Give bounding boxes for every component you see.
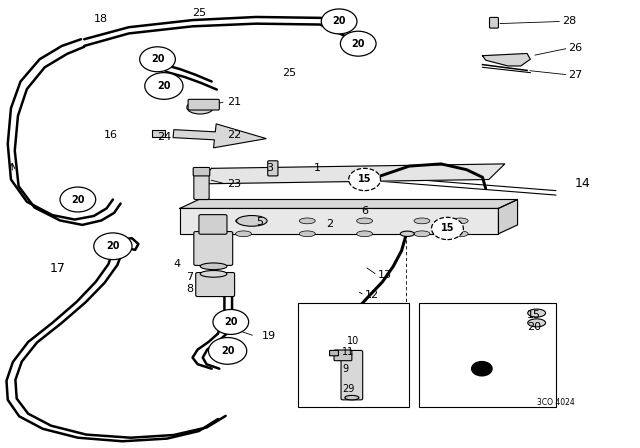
Text: 15: 15 bbox=[358, 174, 371, 185]
Ellipse shape bbox=[345, 396, 359, 400]
FancyBboxPatch shape bbox=[268, 161, 278, 176]
Ellipse shape bbox=[452, 231, 468, 237]
Ellipse shape bbox=[200, 263, 227, 270]
Text: 7: 7 bbox=[186, 272, 193, 282]
Ellipse shape bbox=[400, 231, 414, 237]
Text: 24: 24 bbox=[157, 132, 172, 142]
FancyBboxPatch shape bbox=[152, 129, 164, 137]
FancyBboxPatch shape bbox=[194, 232, 233, 265]
Ellipse shape bbox=[236, 218, 252, 224]
Text: 20: 20 bbox=[221, 346, 234, 356]
Ellipse shape bbox=[452, 218, 468, 224]
Text: 16: 16 bbox=[103, 130, 117, 140]
Ellipse shape bbox=[414, 231, 430, 237]
FancyBboxPatch shape bbox=[490, 17, 499, 28]
Text: 20: 20 bbox=[157, 81, 171, 91]
FancyArrow shape bbox=[173, 124, 266, 148]
Text: 20: 20 bbox=[151, 54, 164, 64]
Circle shape bbox=[472, 362, 492, 376]
Circle shape bbox=[145, 73, 183, 99]
Polygon shape bbox=[180, 208, 499, 234]
Ellipse shape bbox=[187, 101, 214, 114]
Text: 17: 17 bbox=[49, 262, 65, 275]
Ellipse shape bbox=[356, 231, 372, 237]
Text: 22: 22 bbox=[228, 130, 242, 140]
Circle shape bbox=[349, 168, 381, 190]
Circle shape bbox=[60, 187, 96, 212]
FancyBboxPatch shape bbox=[298, 303, 409, 407]
Circle shape bbox=[140, 47, 175, 72]
Text: 3: 3 bbox=[266, 164, 273, 173]
Circle shape bbox=[209, 337, 246, 364]
Ellipse shape bbox=[356, 218, 372, 224]
Text: 20: 20 bbox=[224, 317, 237, 327]
Ellipse shape bbox=[236, 231, 252, 237]
Text: 27: 27 bbox=[568, 70, 583, 80]
Text: 29: 29 bbox=[342, 384, 355, 394]
Text: 28: 28 bbox=[562, 17, 577, 26]
Text: 26: 26 bbox=[568, 43, 582, 53]
Text: 2: 2 bbox=[326, 219, 333, 229]
Text: 20: 20 bbox=[351, 39, 365, 49]
Ellipse shape bbox=[237, 215, 267, 226]
Text: 14: 14 bbox=[575, 177, 591, 190]
FancyBboxPatch shape bbox=[330, 350, 339, 356]
Text: 3CO 4024: 3CO 4024 bbox=[537, 397, 575, 407]
Text: 10: 10 bbox=[348, 336, 360, 346]
Text: 20: 20 bbox=[527, 322, 541, 332]
Text: 11: 11 bbox=[342, 347, 355, 357]
Ellipse shape bbox=[414, 218, 430, 224]
Circle shape bbox=[94, 233, 132, 260]
FancyBboxPatch shape bbox=[225, 320, 235, 331]
Ellipse shape bbox=[528, 309, 545, 317]
Text: 6: 6 bbox=[362, 206, 369, 215]
Text: 19: 19 bbox=[261, 331, 275, 341]
Text: 4: 4 bbox=[173, 259, 180, 269]
FancyBboxPatch shape bbox=[341, 350, 363, 400]
Polygon shape bbox=[483, 53, 531, 66]
Text: 21: 21 bbox=[228, 97, 242, 107]
Circle shape bbox=[321, 9, 357, 34]
Ellipse shape bbox=[200, 271, 227, 277]
FancyBboxPatch shape bbox=[196, 272, 235, 297]
Text: 25: 25 bbox=[193, 8, 207, 17]
Circle shape bbox=[431, 217, 463, 240]
Text: 18: 18 bbox=[94, 14, 108, 24]
Polygon shape bbox=[196, 164, 505, 184]
Text: 9: 9 bbox=[342, 364, 348, 374]
Text: 13: 13 bbox=[378, 270, 391, 280]
Text: 15: 15 bbox=[441, 224, 454, 233]
Text: 12: 12 bbox=[365, 290, 379, 300]
Ellipse shape bbox=[300, 218, 316, 224]
Circle shape bbox=[213, 310, 248, 334]
Text: 20: 20 bbox=[71, 194, 84, 205]
FancyBboxPatch shape bbox=[199, 215, 227, 234]
Text: 15: 15 bbox=[527, 310, 541, 320]
Text: 5: 5 bbox=[256, 217, 263, 227]
FancyBboxPatch shape bbox=[334, 350, 352, 361]
FancyBboxPatch shape bbox=[419, 303, 556, 407]
Text: 8: 8 bbox=[186, 284, 193, 293]
Text: 23: 23 bbox=[228, 179, 242, 189]
FancyBboxPatch shape bbox=[193, 168, 210, 176]
Ellipse shape bbox=[300, 231, 316, 237]
Polygon shape bbox=[499, 199, 518, 234]
Text: 20: 20 bbox=[332, 17, 346, 26]
Text: 1: 1 bbox=[314, 164, 321, 173]
Circle shape bbox=[340, 31, 376, 56]
Ellipse shape bbox=[528, 319, 545, 327]
Polygon shape bbox=[180, 199, 518, 208]
FancyBboxPatch shape bbox=[188, 99, 220, 110]
Text: 20: 20 bbox=[106, 241, 120, 251]
Text: 25: 25 bbox=[282, 68, 296, 78]
FancyBboxPatch shape bbox=[194, 170, 209, 199]
